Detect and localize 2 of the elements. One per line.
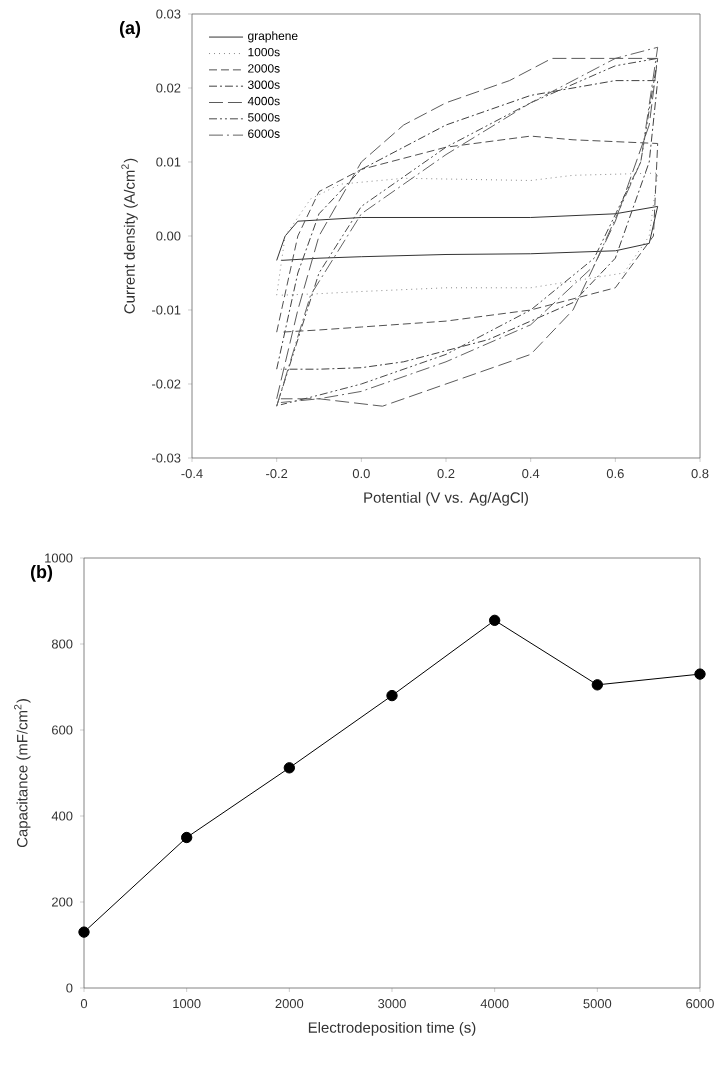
text: (b) [30, 565, 53, 582]
text: (a) [119, 21, 141, 38]
